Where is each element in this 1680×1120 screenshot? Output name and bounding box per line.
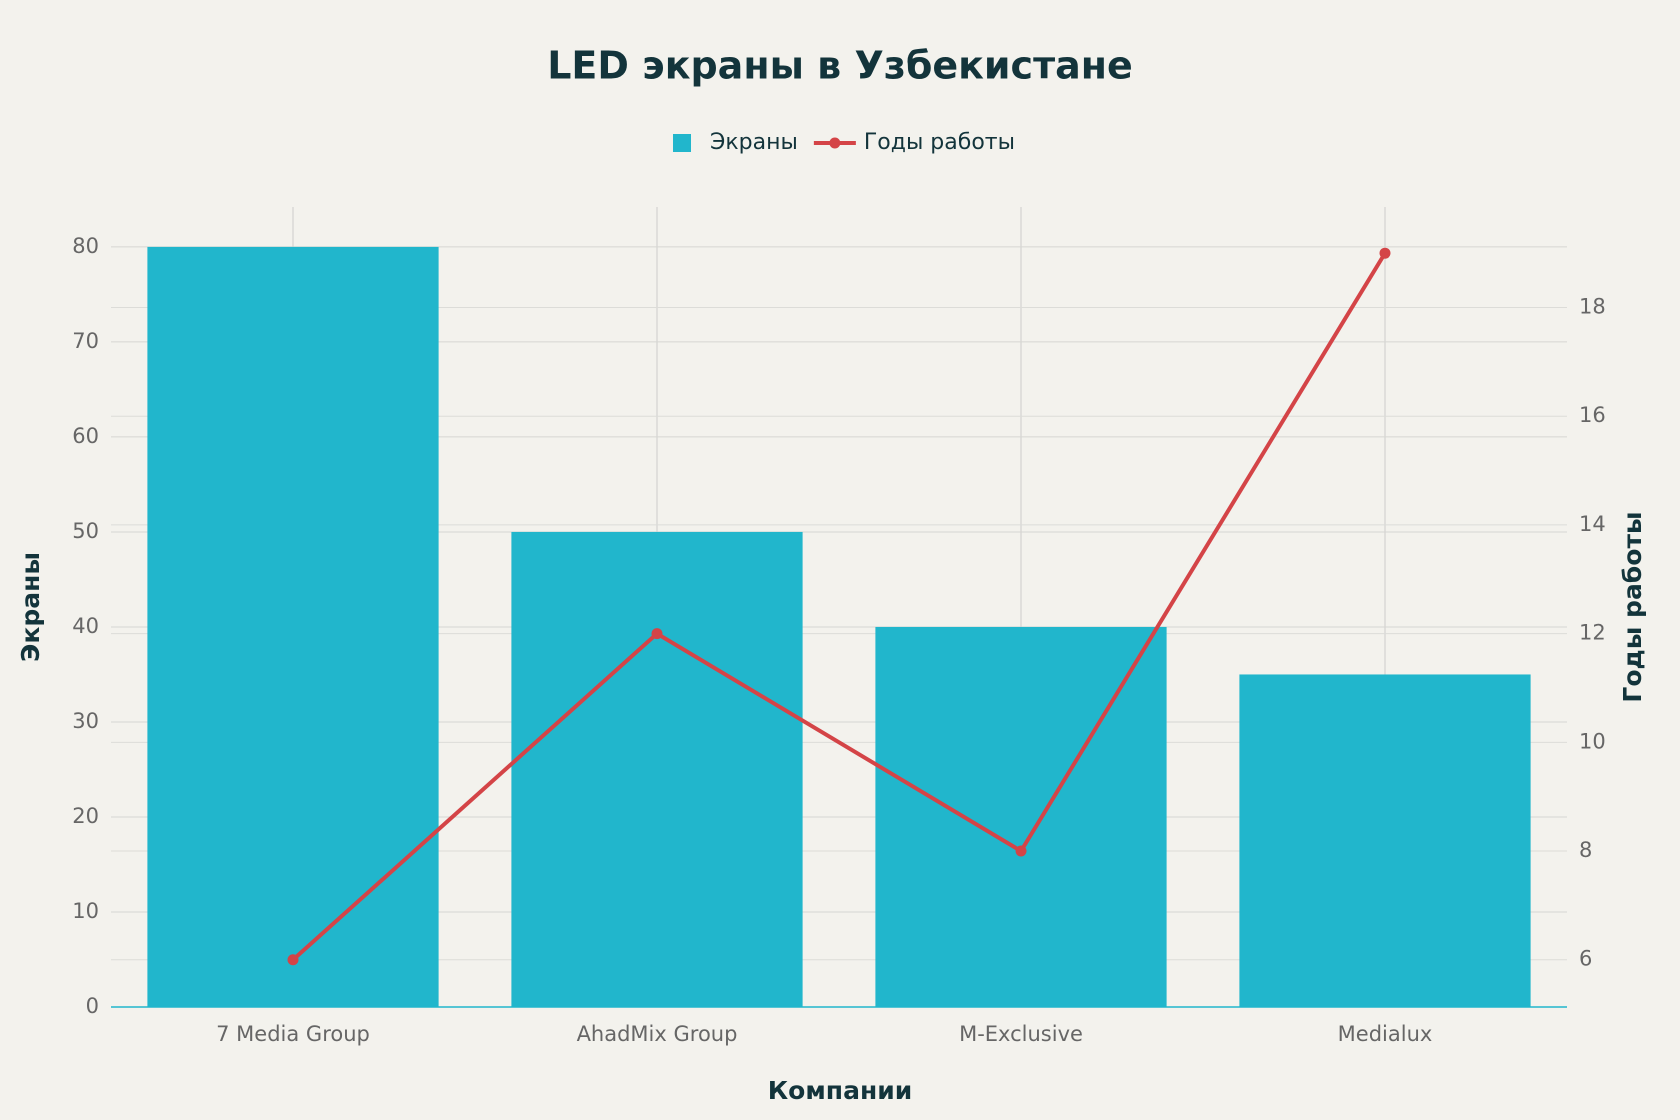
y2-tick-label: 12 xyxy=(1579,621,1606,645)
y-tick-label: 50 xyxy=(72,519,99,543)
x-tick-label: 7 Media Group xyxy=(216,1022,370,1046)
y-tick-label: 80 xyxy=(72,234,99,258)
y2-tick-label: 8 xyxy=(1579,838,1592,862)
x-tick-label: M-Exclusive xyxy=(959,1022,1083,1046)
y-tick-label: 20 xyxy=(72,804,99,828)
y-tick-label: 0 xyxy=(86,994,99,1018)
y-axis-title: Экраны xyxy=(16,552,45,662)
y2-tick-label: 10 xyxy=(1579,729,1606,753)
y2-tick-label: 6 xyxy=(1579,947,1592,971)
y2-tick-label: 16 xyxy=(1579,403,1606,427)
bar xyxy=(1239,674,1531,1007)
x-tick-label: Medialux xyxy=(1338,1022,1433,1046)
legend-label: Годы работы xyxy=(864,130,1015,155)
bar xyxy=(511,531,803,1007)
x-axis-title: Компании xyxy=(768,1076,913,1105)
y-tick-label: 40 xyxy=(72,614,99,638)
x-tick-label: AhadMix Group xyxy=(577,1022,738,1046)
line-point xyxy=(1379,247,1391,259)
legend-swatch xyxy=(673,134,691,152)
bar xyxy=(147,246,439,1008)
legend-label: Экраны xyxy=(710,130,798,155)
line-point xyxy=(287,954,299,966)
y-tick-label: 30 xyxy=(72,709,99,733)
legend-swatch xyxy=(829,137,841,149)
y-tick-label: 60 xyxy=(72,424,99,448)
y-tick-label: 70 xyxy=(72,329,99,353)
chart-title: LED экраны в Узбекистане xyxy=(547,44,1133,88)
y2-axis-title: Годы работы xyxy=(1618,511,1647,702)
y2-tick-label: 14 xyxy=(1579,512,1606,536)
y-tick-label: 10 xyxy=(72,899,99,923)
line-point xyxy=(1015,845,1027,857)
line xyxy=(291,252,1387,962)
line-point xyxy=(651,628,663,640)
y2-tick-label: 18 xyxy=(1579,295,1606,319)
